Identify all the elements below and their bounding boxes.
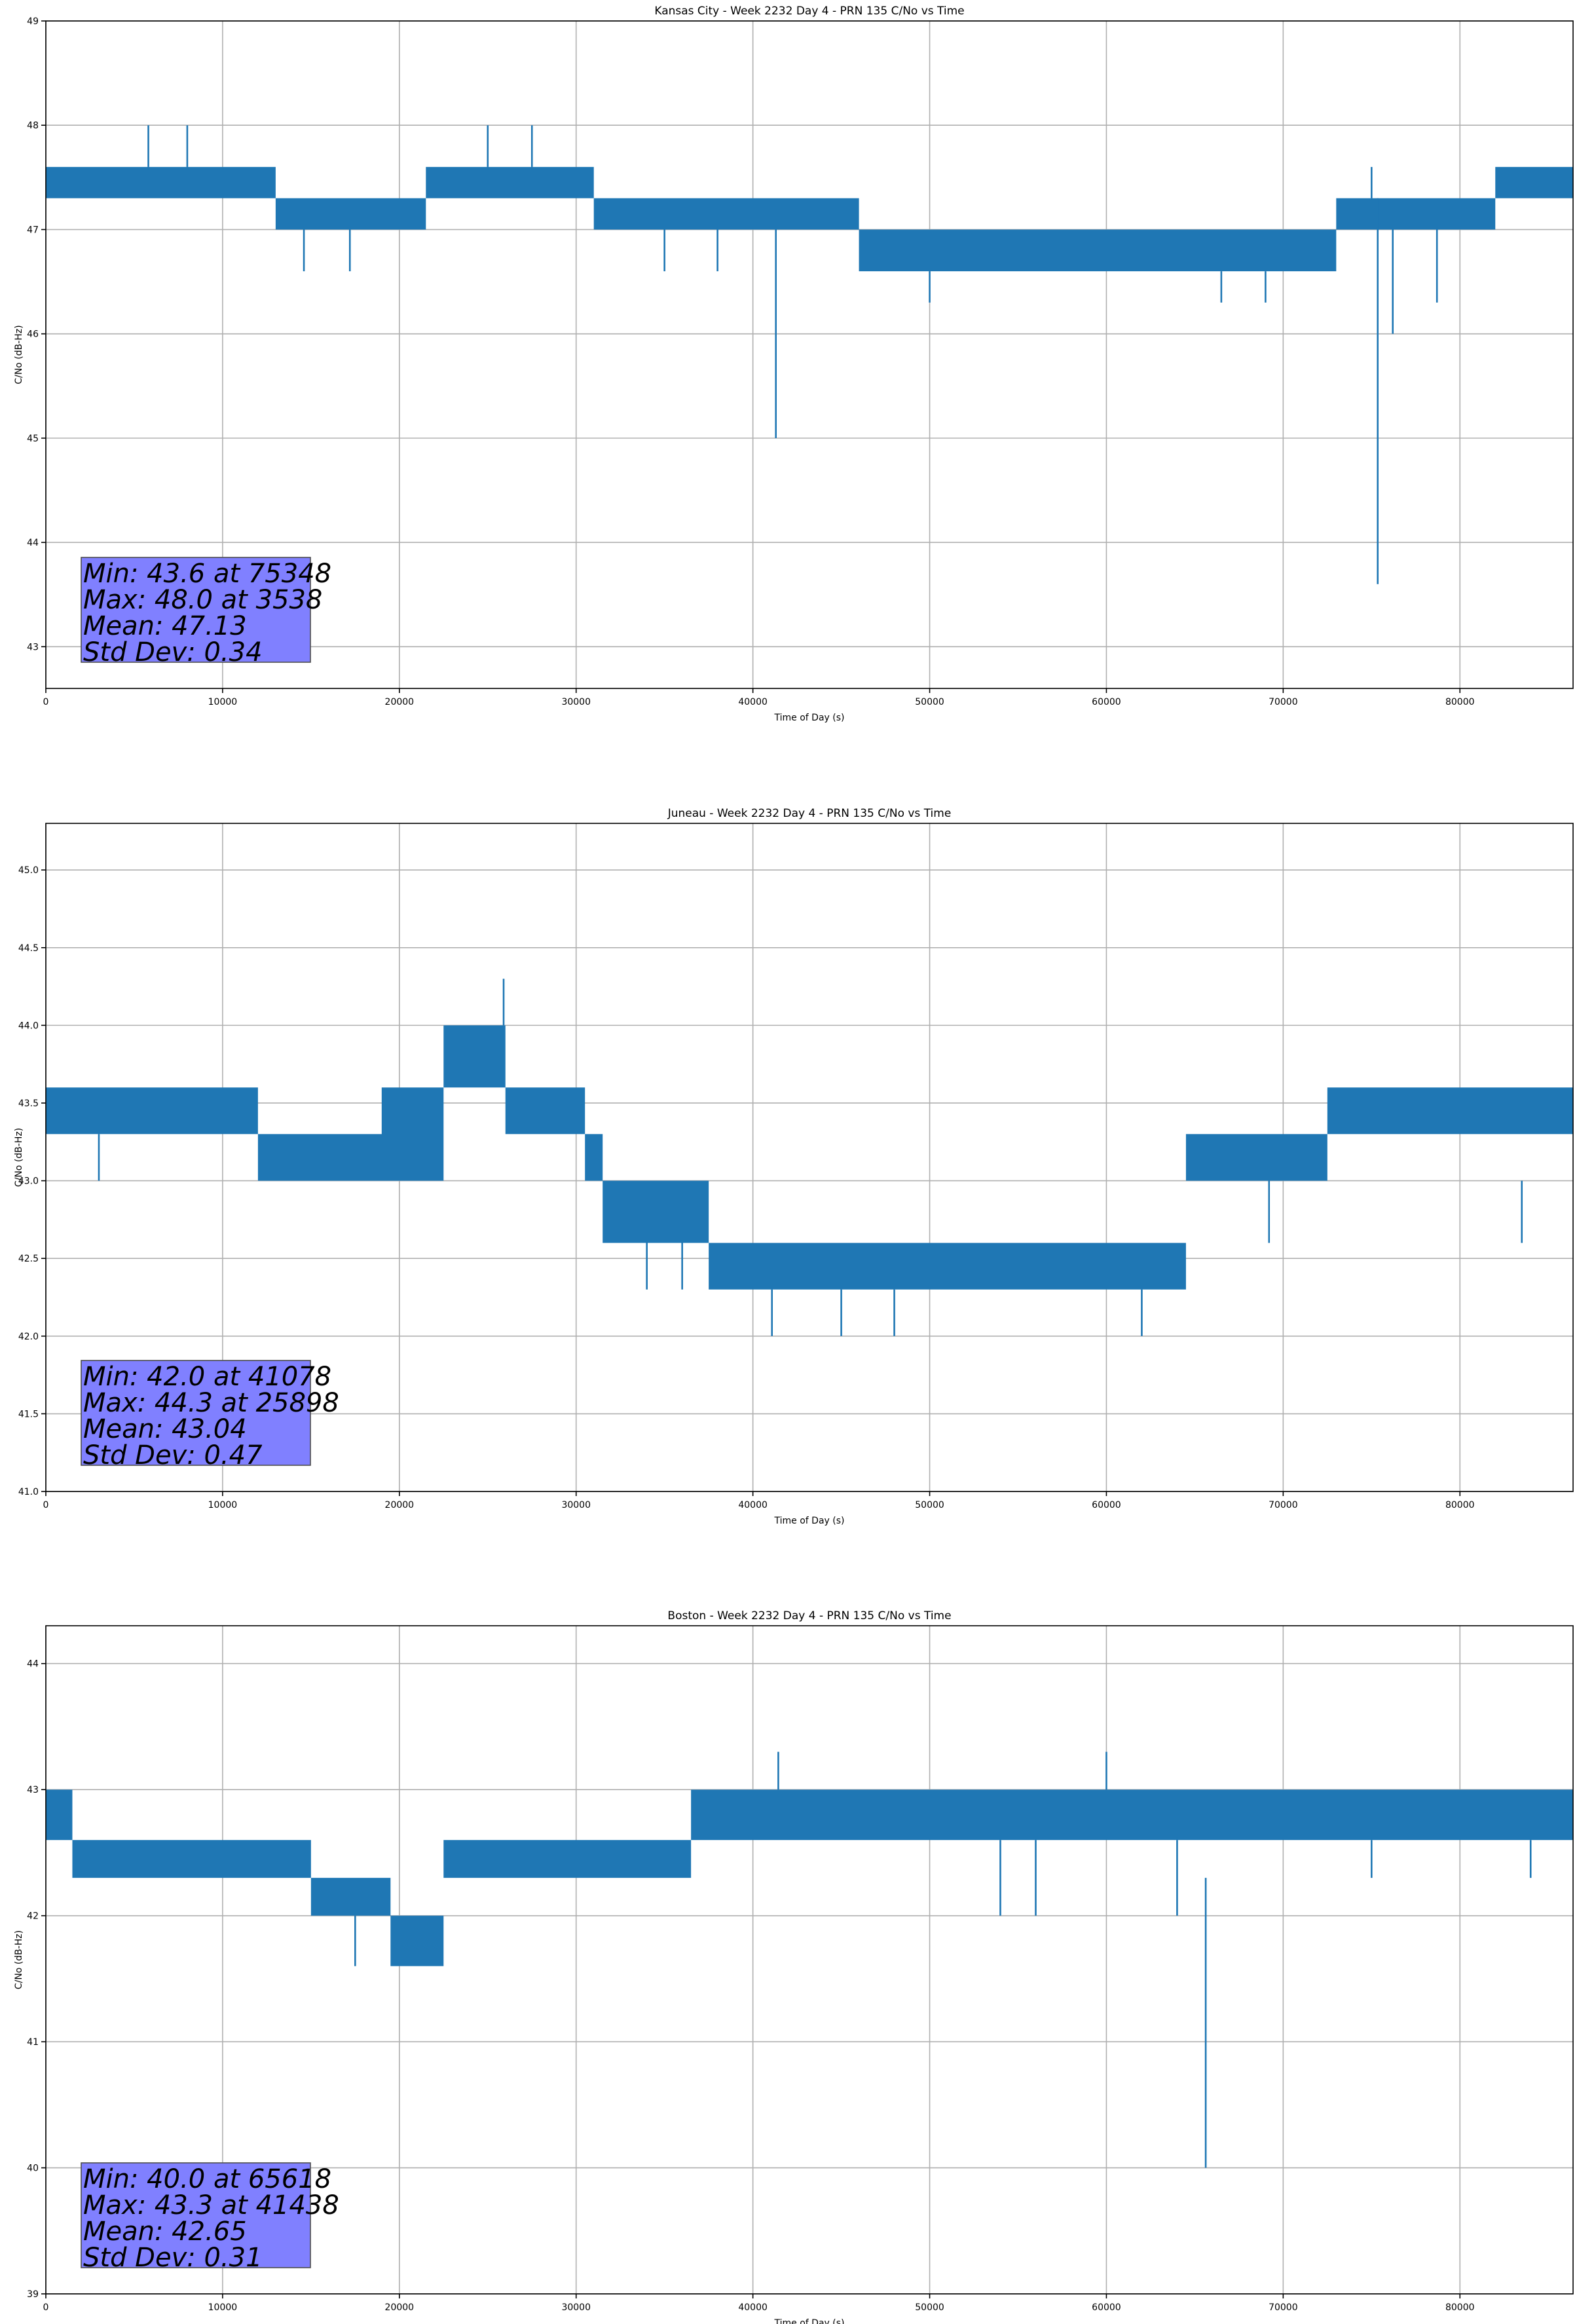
x-tick-label: 60000 <box>1092 1500 1121 1510</box>
x-tick-label: 80000 <box>1445 2302 1475 2313</box>
y-tick-label: 42.0 <box>18 1332 39 1342</box>
stats-max: Max: 43.3 at 41438 <box>83 2190 339 2221</box>
plot-area <box>45 20 1574 689</box>
y-tick-label: 41.5 <box>18 1409 39 1419</box>
y-tick-label: 47 <box>27 225 39 235</box>
y-tick-label: 43 <box>27 1785 39 1795</box>
stats-box <box>81 557 311 663</box>
plot-area <box>45 1625 1574 2295</box>
x-tick-label: 50000 <box>915 2302 944 2313</box>
y-tick-label: 42.5 <box>18 1254 39 1264</box>
y-tick-label: 42 <box>27 1911 39 1922</box>
x-tick-label: 40000 <box>738 2302 768 2313</box>
stats-max: Max: 44.3 at 25898 <box>83 1388 339 1418</box>
x-tick-label: 20000 <box>385 1500 415 1510</box>
x-tick-label: 70000 <box>1269 697 1298 707</box>
x-tick-label: 20000 <box>385 2302 415 2313</box>
stats-max: Max: 48.0 at 3538 <box>83 585 322 615</box>
stats-box <box>81 1360 311 1466</box>
stats-min: Min: 42.0 at 41078 <box>83 1362 331 1392</box>
chart-title: Boston - Week 2232 Day 4 - PRN 135 C/No … <box>667 1609 951 1622</box>
x-tick-label: 10000 <box>208 2302 238 2313</box>
y-tick-label: 44.0 <box>18 1021 39 1031</box>
y-axis-label: C/No (dB-Hz) <box>14 325 24 384</box>
y-tick-label: 41 <box>27 2037 39 2048</box>
series-line <box>46 166 1573 272</box>
x-tick-label: 40000 <box>738 697 768 707</box>
x-tick-label: 0 <box>43 1500 49 1510</box>
chart-panel-1: 0 10000 20000 30000 40000 50000 60000 70000 8000… <box>14 5 1574 723</box>
x-tick-label: 70000 <box>1269 2302 1298 2313</box>
y-tick-label: 44 <box>27 538 39 548</box>
y-tick-label: 45.0 <box>18 865 39 876</box>
chart-title: Kansas City - Week 2232 Day 4 - PRN 135 … <box>654 5 964 18</box>
x-tick-label: 40000 <box>738 1500 768 1510</box>
x-axis-label: Time of Day (s) <box>774 713 845 723</box>
stats-box <box>81 2162 311 2268</box>
y-tick-label: 43.5 <box>18 1098 39 1109</box>
x-tick-label: 50000 <box>915 697 944 707</box>
y-tick-label: 41.0 <box>18 1487 39 1497</box>
x-tick-label: 30000 <box>561 697 591 707</box>
x-axis-label: Time of Day (s) <box>774 2318 845 2324</box>
plot-area <box>45 823 1574 1492</box>
y-tick-label: 46 <box>27 329 39 340</box>
stats-mean: Mean: 43.04 <box>83 1414 247 1444</box>
y-tick-label: 44.5 <box>18 943 39 954</box>
x-tick-label: 80000 <box>1445 1500 1475 1510</box>
x-tick-label: 0 <box>43 2302 49 2313</box>
series-line <box>46 1025 1573 1290</box>
x-tick-label: 50000 <box>915 1500 944 1510</box>
y-tick-label: 48 <box>27 121 39 131</box>
x-tick-label: 10000 <box>208 697 238 707</box>
y-tick-label: 43 <box>27 642 39 652</box>
chart-panel-2: 0 10000 20000 30000 40000 50000 60000 70000 8000… <box>14 807 1574 1526</box>
y-tick-label: 40 <box>27 2164 39 2174</box>
x-tick-label: 10000 <box>208 1500 238 1510</box>
stats-min: Min: 40.0 at 65618 <box>83 2164 331 2194</box>
x-axis-label: Time of Day (s) <box>774 1516 845 1526</box>
y-tick-label: 49 <box>27 16 39 27</box>
series-line <box>46 1790 1573 1966</box>
y-tick-label: 43.0 <box>18 1176 39 1187</box>
x-tick-label: 30000 <box>561 2302 591 2313</box>
x-tick-label: 0 <box>43 697 49 707</box>
x-tick-label: 20000 <box>385 697 415 707</box>
chart-panel-3: 0 10000 20000 30000 40000 50000 60000 70000 8000… <box>14 1609 1574 2324</box>
stats-mean: Mean: 42.65 <box>83 2217 247 2247</box>
x-tick-label: 30000 <box>561 1500 591 1510</box>
x-tick-label: 60000 <box>1092 697 1121 707</box>
y-tick-label: 44 <box>27 1659 39 1670</box>
y-axis-label: C/No (dB-Hz) <box>14 1128 24 1187</box>
stats-min: Min: 43.6 at 75348 <box>83 559 331 589</box>
chart-title: Juneau - Week 2232 Day 4 - PRN 135 C/No … <box>667 807 952 820</box>
y-tick-label: 39 <box>27 2289 39 2300</box>
x-tick-label: 60000 <box>1092 2302 1121 2313</box>
x-tick-label: 70000 <box>1269 1500 1298 1510</box>
x-tick-label: 80000 <box>1445 697 1475 707</box>
stats-std: Std Dev: 0.34 <box>83 637 263 667</box>
y-tick-label: 45 <box>27 434 39 444</box>
stats-std: Std Dev: 0.31 <box>83 2243 263 2273</box>
stats-std: Std Dev: 0.47 <box>83 1440 263 1471</box>
stats-mean: Mean: 47.13 <box>83 611 247 641</box>
y-axis-label: C/No (dB-Hz) <box>14 1930 24 1989</box>
